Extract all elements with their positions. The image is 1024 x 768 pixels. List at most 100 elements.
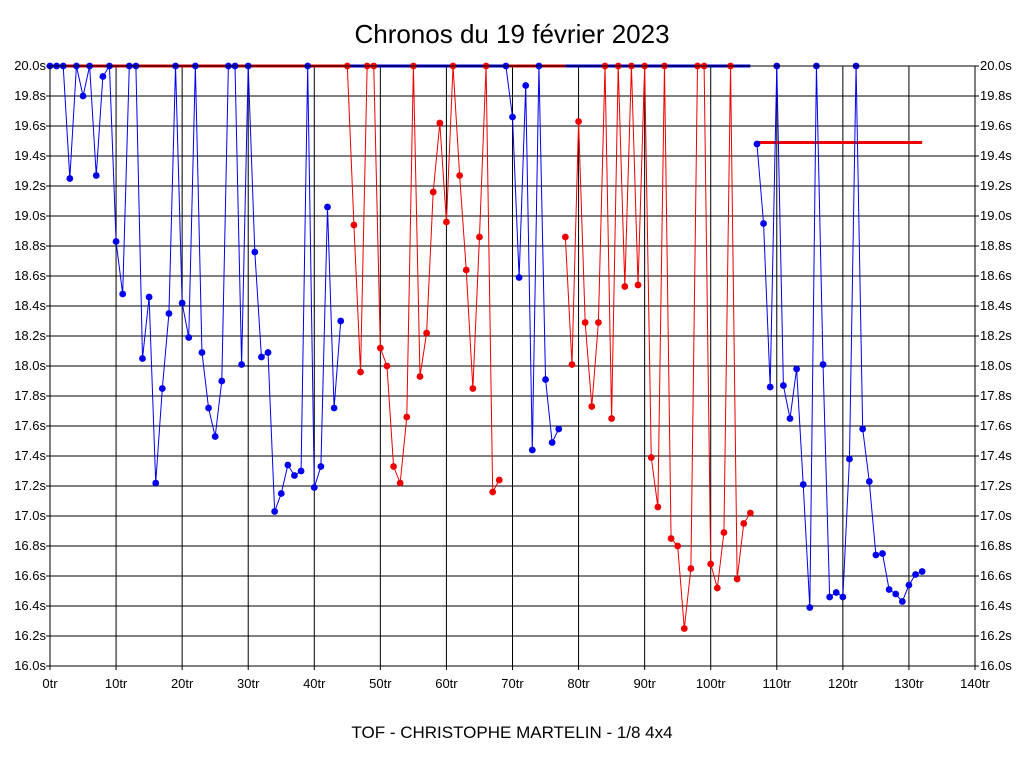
y-tick-label-right: 18.0s [980,358,1012,373]
y-tick-label-right: 17.4s [980,448,1012,463]
y-tick-label: 16.8s [14,538,46,553]
x-tick-label: 120tr [828,676,858,691]
y-tick-label-right: 16.0s [980,658,1012,673]
data-point [879,550,886,557]
data-point [806,604,814,611]
data-point [383,362,391,370]
y-tick-label-right: 17.6s [980,418,1012,433]
data-point [720,529,728,536]
data-point [647,454,655,461]
data-point [205,404,212,412]
data-point [469,385,477,392]
data-point [324,203,331,211]
y-tick-label: 17.8s [14,388,46,403]
y-tick-label: 20.0s [14,58,46,73]
data-point [251,248,259,256]
data-point [297,467,305,475]
data-point [528,446,536,454]
data-point [575,118,582,125]
grid [49,65,976,667]
data-point [819,361,827,368]
data-point [211,433,219,440]
y-tick-label-right: 19.8s [980,88,1012,103]
data-point [495,476,503,484]
plot-frame [49,65,976,667]
y-tick-label-right: 16.2s [980,628,1012,643]
data-point [145,293,153,301]
x-tick-label: 80tr [567,676,590,691]
data-point [621,283,629,290]
y-tick-label: 17.6s [14,418,46,433]
data-point [264,349,272,356]
y-tick-label: 17.0s [14,508,46,523]
data-point [654,503,662,511]
data-point [436,119,444,127]
data-point [416,373,424,380]
y-tick-label-right: 18.8s [980,238,1012,253]
y-tick-label: 16.4s [14,598,46,613]
data-point [178,299,186,307]
y-tick-label-right: 16.8s [980,538,1012,553]
data-point [330,404,338,412]
data-point [443,218,450,226]
data-point [99,73,107,80]
data-point [291,472,298,479]
data-point [865,478,873,485]
x-axis: 0tr 10tr 20tr 30tr 40tr 50tr 60tr 70tr 80tr 90tr 1… [42,666,990,691]
data-point [786,415,794,422]
data-point [634,281,642,289]
data-point [885,586,893,593]
y-axis-left: 16.0s 16.2s 16.4s 16.6s 16.8s 17.0s 17.2s 17.4s… [14,58,50,673]
data-point [779,382,787,389]
data-point [680,625,688,632]
data-point [892,590,900,598]
data-point [139,355,146,362]
y-tick-label: 18.6s [14,268,46,283]
data-point [608,415,616,422]
data-point [456,172,464,179]
data-point [548,439,556,446]
series-1 [46,62,345,515]
data-point [581,319,589,326]
y-tick-label-right: 18.4s [980,298,1012,313]
data-point [317,463,325,470]
data-point [350,221,358,229]
y-tick-label: 16.2s [14,628,46,643]
data-point [542,376,549,383]
data-point [799,481,807,488]
data-point [310,484,318,491]
data-point [152,479,160,487]
data-point [198,349,206,356]
data-point [561,233,569,241]
y-tick-label: 16.6s [14,568,46,583]
data-point [898,598,906,605]
y-tick-label: 19.8s [14,88,46,103]
data-point [733,575,741,583]
data-point [793,365,801,373]
data-point [740,520,748,527]
series-layer [46,62,926,632]
data-point [746,509,754,517]
data-point [258,353,265,361]
y-tick-label: 17.4s [14,448,46,463]
data-point [119,290,127,298]
data-point [284,461,292,469]
x-tick-label: 30tr [237,676,260,691]
data-point [337,317,345,325]
data-point [918,568,926,575]
y-tick-label: 19.6s [14,118,46,133]
data-point [839,593,847,601]
data-point [707,560,715,568]
data-point [846,455,853,463]
data-point [760,220,767,227]
data-point [357,368,364,376]
data-point [509,113,516,121]
data-point [832,589,840,596]
y-tick-label: 18.4s [14,298,46,313]
x-tick-label: 0tr [42,676,58,691]
data-point [687,565,695,572]
x-tick-label: 100tr [696,676,726,691]
y-tick-label-right: 18.6s [980,268,1012,283]
x-tick-label: 20tr [171,676,194,691]
